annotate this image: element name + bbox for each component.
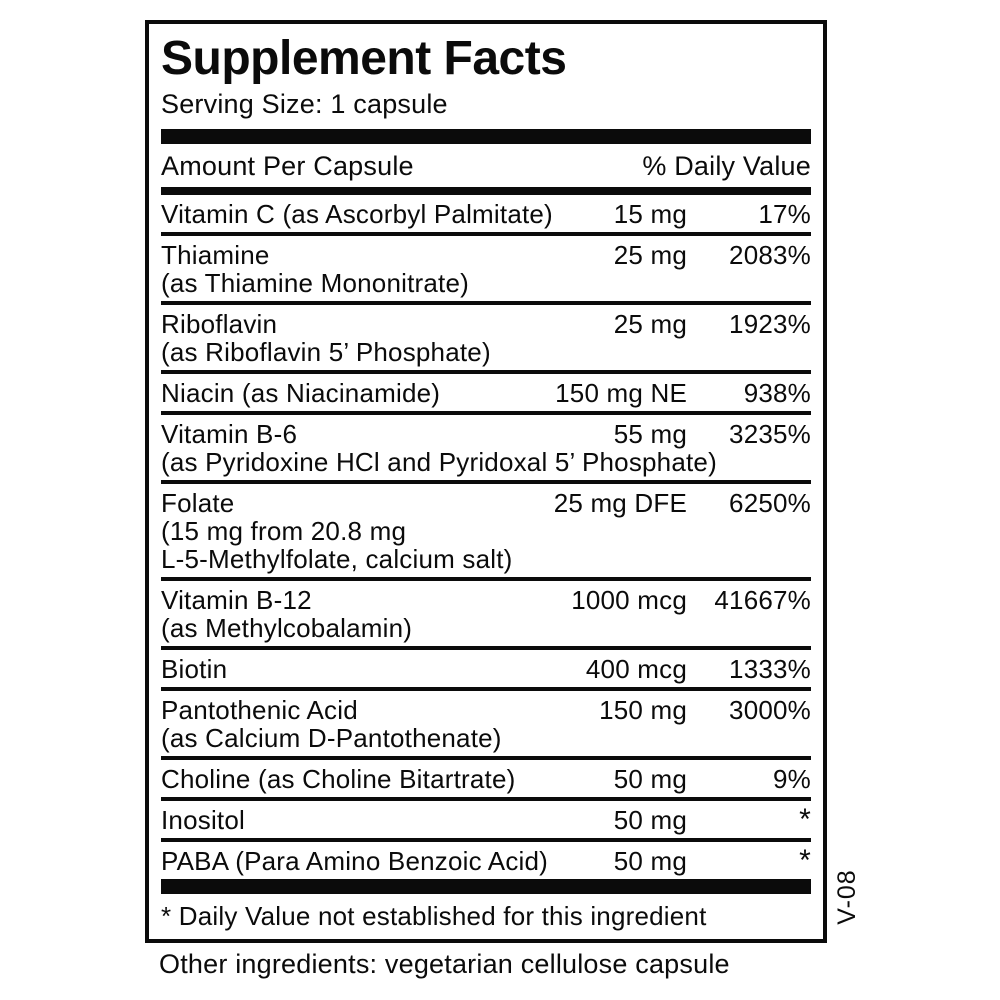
row-vitamin-b6: Vitamin B-6 55 mg 3235% (as Pyridoxine H… bbox=[161, 415, 811, 484]
row-niacin: Niacin (as Niacinamide) 150 mg NE 938% bbox=[161, 374, 811, 415]
ingredient-amount: 25 mg bbox=[613, 240, 687, 270]
daily-value-column-header: % Daily Value bbox=[642, 151, 811, 181]
other-ingredients: Other ingredients: vegetarian cellulose … bbox=[159, 949, 730, 979]
ingredient-amount: 25 mg DFE bbox=[553, 488, 687, 518]
amount-column-header: Amount Per Capsule bbox=[161, 151, 414, 181]
divider-thick-top bbox=[161, 129, 811, 144]
ingredient-name-line2: (as Pyridoxine HCl and Pyridoxal 5’ Phos… bbox=[161, 447, 717, 477]
ingredient-name-line2: (as Riboflavin 5’ Phosphate) bbox=[161, 337, 491, 367]
ingredient-daily-value: 1923% bbox=[729, 309, 811, 339]
ingredient-daily-value: 938% bbox=[743, 378, 811, 408]
ingredient-name: Folate bbox=[161, 488, 235, 518]
ingredient-name: Thiamine bbox=[161, 240, 270, 270]
ingredient-table: Vitamin C (as Ascorbyl Palmitate) 15 mg … bbox=[161, 195, 811, 879]
daily-value-footnote: * Daily Value not established for this i… bbox=[161, 901, 707, 931]
ingredient-name: Riboflavin bbox=[161, 309, 278, 339]
row-thiamine: Thiamine 25 mg 2083% (as Thiamine Mononi… bbox=[161, 236, 811, 305]
row-pantothenic-acid: Pantothenic Acid 150 mg 3000% (as Calciu… bbox=[161, 691, 811, 760]
ingredient-amount: 55 mg bbox=[613, 419, 687, 449]
side-version-code: V-08 bbox=[833, 869, 861, 925]
ingredient-daily-value: 17% bbox=[758, 199, 811, 229]
row-vitamin-c: Vitamin C (as Ascorbyl Palmitate) 15 mg … bbox=[161, 195, 811, 236]
ingredient-name-line3: L-5-Methylfolate, calcium salt) bbox=[161, 544, 513, 574]
row-folate: Folate 25 mg DFE 6250% (15 mg from 20.8 … bbox=[161, 484, 811, 581]
panel-title: Supplement Facts bbox=[161, 32, 567, 85]
ingredient-name-line2: (as Thiamine Mononitrate) bbox=[161, 268, 469, 298]
ingredient-amount: 150 mg bbox=[599, 695, 687, 725]
row-vitamin-b12: Vitamin B-12 1000 mcg 41667% (as Methylc… bbox=[161, 581, 811, 650]
serving-size: Serving Size: 1 capsule bbox=[161, 89, 448, 119]
ingredient-amount: 25 mg bbox=[613, 309, 687, 339]
divider-medium-header bbox=[161, 187, 811, 195]
ingredient-daily-value: 3000% bbox=[729, 695, 811, 725]
ingredient-amount: 1000 mcg bbox=[571, 585, 687, 615]
ingredient-name: Vitamin C (as Ascorbyl Palmitate) bbox=[161, 199, 553, 229]
ingredient-name: Choline (as Choline Bitartrate) bbox=[161, 764, 516, 794]
ingredient-name: PABA (Para Amino Benzoic Acid) bbox=[161, 846, 549, 876]
ingredient-daily-value: * bbox=[799, 844, 811, 877]
ingredient-amount: 50 mg bbox=[613, 805, 687, 835]
ingredient-name: Biotin bbox=[161, 654, 228, 684]
divider-thick-bottom bbox=[161, 879, 811, 894]
ingredient-daily-value: 2083% bbox=[729, 240, 811, 270]
ingredient-name-line2: (as Calcium D-Pantothenate) bbox=[161, 723, 502, 753]
ingredient-amount: 50 mg bbox=[613, 764, 687, 794]
supplement-facts-panel: Supplement Facts Serving Size: 1 capsule… bbox=[145, 20, 827, 943]
ingredient-name: Vitamin B-6 bbox=[161, 419, 298, 449]
ingredient-amount: 150 mg NE bbox=[555, 378, 687, 408]
ingredient-daily-value: 9% bbox=[773, 764, 811, 794]
row-biotin: Biotin 400 mcg 1333% bbox=[161, 650, 811, 691]
ingredient-name-line2: (15 mg from 20.8 mg bbox=[161, 516, 407, 546]
ingredient-daily-value: 3235% bbox=[729, 419, 811, 449]
row-choline: Choline (as Choline Bitartrate) 50 mg 9% bbox=[161, 760, 811, 801]
ingredient-amount: 50 mg bbox=[613, 846, 687, 876]
row-inositol: Inositol 50 mg * bbox=[161, 801, 811, 842]
ingredient-name: Niacin (as Niacinamide) bbox=[161, 378, 441, 408]
row-paba: PABA (Para Amino Benzoic Acid) 50 mg * bbox=[161, 842, 811, 879]
row-riboflavin: Riboflavin 25 mg 1923% (as Riboflavin 5’… bbox=[161, 305, 811, 374]
ingredient-name: Vitamin B-12 bbox=[161, 585, 312, 615]
ingredient-daily-value: * bbox=[799, 803, 811, 836]
ingredient-daily-value: 1333% bbox=[729, 654, 811, 684]
column-header-row: Amount Per Capsule % Daily Value bbox=[161, 144, 811, 187]
ingredient-daily-value: 6250% bbox=[729, 488, 811, 518]
ingredient-daily-value: 41667% bbox=[714, 585, 811, 615]
ingredient-name: Pantothenic Acid bbox=[161, 695, 358, 725]
ingredient-name: Inositol bbox=[161, 805, 245, 835]
ingredient-name-line2: (as Methylcobalamin) bbox=[161, 613, 413, 643]
ingredient-amount: 400 mcg bbox=[585, 654, 687, 684]
ingredient-amount: 15 mg bbox=[613, 199, 687, 229]
